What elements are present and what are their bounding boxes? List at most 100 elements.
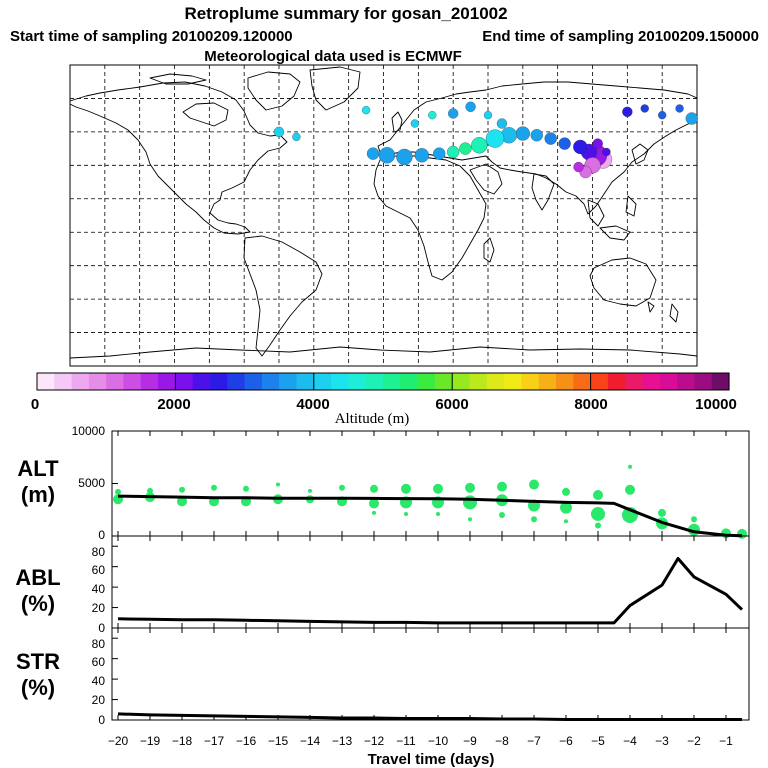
str-ytick: 0 (98, 713, 105, 727)
alt-scatter-point (499, 512, 505, 518)
alt-mean-line (117, 494, 743, 538)
alt-scatter-point (177, 496, 187, 507)
alt-scatter-point (147, 487, 153, 494)
colorbar-cell (140, 373, 159, 390)
colorbar-cell (244, 373, 263, 390)
alt-scatter-point (339, 484, 345, 491)
plume-point (558, 137, 571, 150)
str-panel-frame (111, 627, 750, 721)
plume-point (592, 138, 603, 149)
alt-scatter-point (560, 501, 572, 514)
colorbar-cell (694, 373, 713, 390)
x-tick-label: −11 (396, 734, 416, 748)
colorbar-cell (556, 373, 574, 390)
x-tick-label: −17 (204, 734, 225, 748)
colorbar-cell (331, 373, 349, 390)
colorbar-cell (417, 373, 436, 390)
plume-point (471, 137, 488, 154)
meteorological-data-label: Meteorological data used is ECMWF (204, 48, 462, 65)
str-tick-marks (112, 628, 727, 721)
x-tick-label: −8 (495, 734, 509, 748)
colorbar-cell (210, 373, 228, 390)
colorbar-tick: 0 (31, 396, 39, 413)
str-panel: STR (%) 0 20 40 60 80 (16, 627, 750, 727)
colorbar-cell (521, 373, 540, 390)
str-panel-unit: (%) (21, 675, 55, 700)
plume-point (573, 139, 588, 155)
alt-scatter-point (562, 487, 570, 496)
world-map (69, 64, 698, 367)
alt-ytick: 0 (98, 528, 105, 542)
x-axis-ticks: −20 −19 −18 −17 −16 −15 −14 −13 −12 −11 −10 −9 −8 −7 −… (108, 734, 733, 748)
alt-scatter-point (531, 516, 537, 523)
plume-point (658, 111, 667, 120)
alt-scatter-point (372, 510, 376, 515)
alt-scatter-point (115, 488, 121, 495)
x-tick-label: −19 (140, 734, 161, 748)
plume-point (428, 111, 437, 120)
abl-ytick: 80 (92, 545, 106, 559)
colorbar-cell (71, 373, 90, 390)
colorbar-cell (538, 373, 557, 390)
alt-scatter-point (433, 483, 443, 494)
alt-scatter-point (465, 482, 475, 493)
colorbar-cell (106, 373, 125, 390)
x-tick-label: −3 (655, 734, 669, 748)
x-axis-label: Travel time (days) (368, 751, 495, 768)
colorbar-cell (590, 373, 609, 390)
colorbar-cell (279, 373, 298, 390)
colorbar-cell (296, 373, 315, 390)
colorbar-cell (434, 373, 453, 390)
colorbar-cell (227, 373, 246, 390)
alt-ytick: 5000 (78, 476, 105, 490)
plume-point (396, 148, 413, 166)
plume-point (361, 106, 371, 115)
colorbar-tick: 4000 (296, 396, 329, 413)
alt-tick-marks (112, 430, 727, 537)
plume-point (685, 112, 698, 125)
altitude-colorbar: 0 2000 4000 6000 8000 10000 Altitude (m) (31, 372, 737, 427)
colorbar-cell (54, 373, 73, 390)
colorbar-cell (192, 373, 211, 390)
plume-point (640, 104, 649, 113)
alt-scatter-point (308, 488, 312, 493)
alt-scatter-point (179, 486, 185, 493)
colorbar-cell (504, 373, 522, 390)
colorbar-cell (123, 373, 142, 390)
plume-point (465, 101, 476, 112)
x-tick-label: −14 (300, 734, 321, 748)
plume-point (530, 129, 543, 142)
abl-tick-marks (112, 536, 727, 629)
end-time-label: End time of sampling 20100209.150000 (482, 28, 759, 45)
str-ytick: 20 (92, 693, 106, 707)
alt-panel-label: ALT (17, 456, 59, 481)
str-panel-label: STR (16, 649, 60, 674)
colorbar-cell (175, 373, 194, 390)
colorbar-cell (677, 373, 695, 390)
alt-scatter-point (593, 490, 603, 501)
colorbar-cells (37, 373, 730, 390)
alt-scatter-point (737, 528, 747, 539)
colorbar-cell (711, 373, 730, 390)
abl-ytick: 60 (92, 563, 106, 577)
plume-point (366, 147, 380, 160)
alt-scatter-point (401, 483, 411, 494)
start-time-label: Start time of sampling 20100209.120000 (10, 28, 293, 45)
colorbar-cell (383, 373, 401, 390)
colorbar-cell (348, 373, 367, 390)
colorbar-tick: 6000 (435, 396, 468, 413)
alt-scatter-point (243, 485, 249, 492)
alt-scatter-point (276, 482, 280, 487)
alt-scatter-point (529, 479, 539, 490)
colorbar-cell (88, 373, 107, 390)
alt-ytick: 10000 (72, 424, 106, 438)
alt-scatter-point (595, 522, 601, 529)
x-tick-label: −7 (527, 734, 541, 748)
x-tick-label: −15 (268, 734, 289, 748)
alt-scatter-point (463, 495, 477, 510)
colorbar-tick: 8000 (574, 396, 607, 413)
colorbar-cell (365, 373, 384, 390)
colorbar-cell (469, 373, 488, 390)
str-ytick: 40 (92, 674, 106, 688)
x-tick-label: −6 (559, 734, 573, 748)
